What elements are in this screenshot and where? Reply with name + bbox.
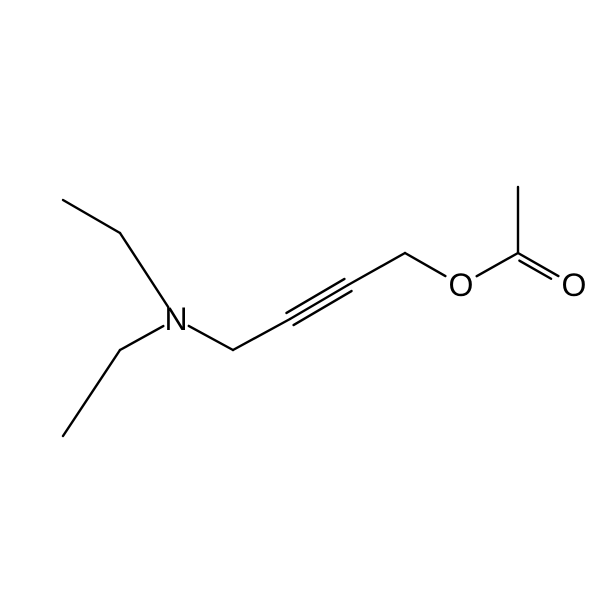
bond-line: [189, 326, 233, 350]
bond-line: [477, 253, 518, 276]
bond-line: [286, 279, 344, 313]
bond-line: [63, 350, 120, 436]
bond-line: [120, 233, 168, 307]
atom-label: O: [562, 267, 587, 303]
bond-line: [294, 291, 352, 325]
bond-line: [290, 285, 348, 319]
bonds-group: [63, 187, 558, 436]
bond-line: [120, 326, 163, 350]
bond-line: [348, 253, 405, 285]
bond-line: [233, 319, 290, 350]
bond-line: [63, 200, 120, 233]
labels-group: NOO: [164, 267, 586, 337]
molecule-canvas: NOO: [0, 0, 600, 600]
atom-label: N: [164, 301, 187, 337]
atom-label: O: [449, 267, 474, 303]
bond-line: [405, 253, 445, 276]
